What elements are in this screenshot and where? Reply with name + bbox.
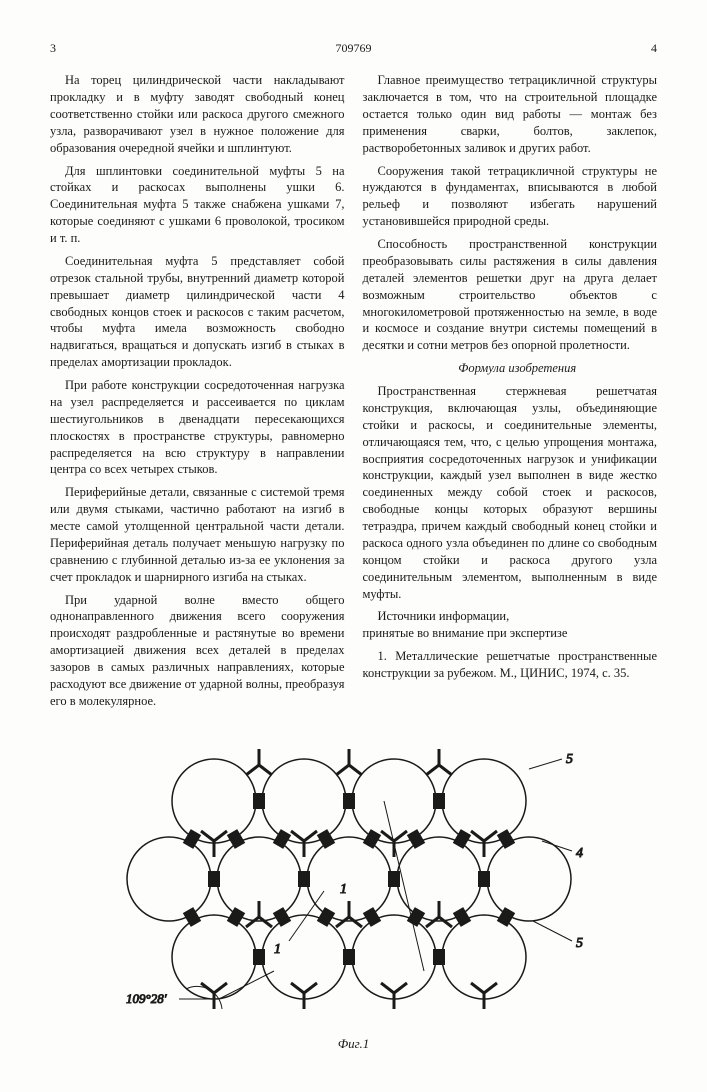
label-5a: 5 (566, 752, 573, 767)
lattice-diagram: 5 4 5 1 1 109°28′ (124, 741, 584, 1031)
paragraph: Периферийные детали, связанные с системо… (50, 484, 345, 585)
label-1a: 1 (274, 942, 281, 957)
figure-1: 5 4 5 1 1 109°28′ Фиг.1 (50, 741, 657, 1053)
sources-title-text: Источники информации, (378, 609, 510, 623)
page-number-right: 4 (617, 40, 657, 56)
paragraph: При работе конструкции сосредоточенная н… (50, 377, 345, 478)
label-4: 4 (576, 846, 583, 861)
reference: 1. Металлические решетчатые пространстве… (363, 648, 658, 682)
angle-label: 109°28′ (126, 991, 167, 1006)
label-1b: 1 (340, 882, 347, 897)
text-columns: На торец цилиндрической части накладываю… (50, 72, 657, 716)
paragraph: Для шплинтовки соединительной муфты 5 на… (50, 163, 345, 247)
formula-title: Формула изобретения (363, 360, 658, 377)
label-5b: 5 (576, 936, 583, 951)
left-column: На торец цилиндрической части накладываю… (50, 72, 345, 716)
paragraph: Сооружения такой тетрацикличной структур… (363, 163, 658, 231)
claim-paragraph: Пространственная стержневая решетчатая к… (363, 383, 658, 602)
paragraph: Способность пространственной конструкции… (363, 236, 658, 354)
paragraph: Главное преимущество тетрацикличной стру… (363, 72, 658, 156)
sources-sub-text: принятые во внимание при экспертизе (363, 626, 568, 640)
sources-heading: Источники информации, принятые во вниман… (363, 608, 658, 642)
figure-caption: Фиг.1 (50, 1035, 657, 1053)
document-number: 709769 (90, 40, 617, 56)
paragraph: При ударной волне вместо общего однонапр… (50, 592, 345, 710)
paragraph: На торец цилиндрической части накладываю… (50, 72, 345, 156)
right-column: Главное преимущество тетрацикличной стру… (363, 72, 658, 716)
page-number-left: 3 (50, 40, 90, 56)
paragraph: Соединительная муфта 5 представляет собо… (50, 253, 345, 371)
page-header: 3 709769 4 (50, 40, 657, 56)
